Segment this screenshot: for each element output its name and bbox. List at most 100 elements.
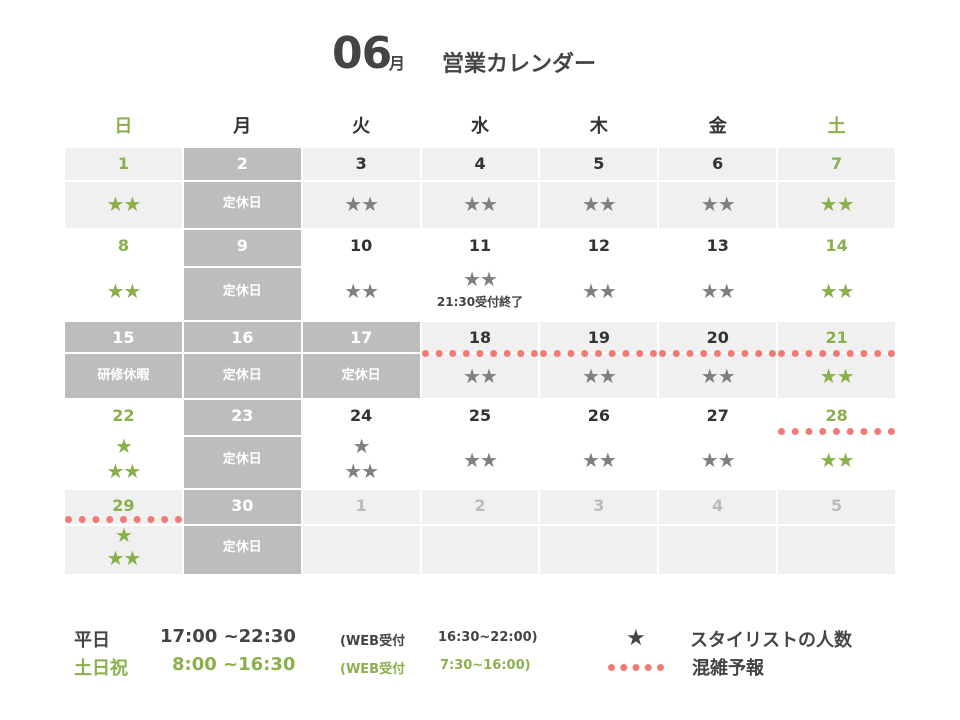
stylist-stars: ★★ (700, 191, 736, 216)
day-cell[interactable]: 7 ★★ (778, 148, 896, 228)
day-cell[interactable]: 17 定休日 (302, 322, 420, 398)
day-number: 12 (587, 236, 610, 255)
day-number: 13 (706, 236, 729, 255)
day-number: 3 (355, 154, 367, 173)
weekday-hours: 17:00 ~22:30 (160, 626, 296, 647)
busy-forecast-line (659, 350, 777, 357)
stylist-stars: ★★ (581, 363, 617, 388)
day-cell[interactable]: 16 定休日 (183, 322, 301, 398)
day-cell[interactable]: 27 ★★ (659, 400, 776, 488)
cell-divider (778, 524, 896, 526)
stylist-stars: ★★ (700, 363, 736, 388)
cell-divider (65, 352, 182, 354)
cell-divider (183, 435, 301, 437)
day-cell[interactable]: 5 ★★ (540, 148, 658, 228)
stylist-stars: ★★ (463, 448, 498, 473)
day-cell[interactable]: 2 (421, 490, 539, 574)
stylist-stars: ★★ (106, 191, 142, 216)
day-cell[interactable]: 20 ★★ (659, 322, 777, 398)
day-number: 21 (825, 328, 848, 347)
stylist-stars: ★★ (344, 191, 379, 216)
cell-divider (183, 524, 301, 526)
day-number: 5 (593, 154, 605, 173)
day-cell[interactable]: 21 ★★ (778, 322, 896, 398)
day-cell[interactable]: 28 ★★ (778, 400, 896, 488)
closed-label: 研修休暇 (97, 367, 150, 383)
stylist-stars: ★★ (344, 458, 379, 483)
day-number: 2 (236, 154, 248, 173)
calendar-grid: 日 月 火 水 木 金 土 1 ★★ 2 定休日 3 ★★ 4 ★★ 5 ★★ 6 ★★ 7 ★★ 8 ★★ 9… (64, 108, 896, 576)
legend: 平日 17:00 ~22:30 (WEB受付 16:30~22:00) 土日祝 … (74, 624, 904, 684)
day-number: 19 (587, 328, 610, 347)
weekday-mon: 月 (233, 116, 252, 137)
stylist-star-single: ★ (114, 434, 133, 459)
day-number: 30 (231, 496, 254, 515)
cell-divider (659, 524, 777, 526)
busy-forecast-line (778, 428, 896, 435)
stylist-star-single: ★ (352, 434, 371, 459)
cell-divider (421, 180, 539, 182)
day-cell[interactable]: 23 定休日 (183, 400, 301, 488)
day-cell[interactable]: 12 ★★ (540, 230, 657, 320)
day-cell[interactable]: 13 ★★ (659, 230, 776, 320)
weekend-label: 土日祝 (74, 658, 128, 679)
stylist-stars: ★★ (819, 448, 855, 473)
cell-divider (183, 266, 301, 268)
day-cell[interactable]: 11 ★★ 21:30受付終了 (422, 230, 539, 320)
cell-divider (540, 180, 658, 182)
busy-dash-icon (608, 664, 664, 671)
day-cell[interactable]: 26 ★★ (540, 400, 657, 488)
day-cell[interactable]: 15 研修休暇 (65, 322, 182, 398)
day-number: 5 (831, 496, 843, 515)
day-number: 14 (825, 236, 848, 255)
day-cell[interactable]: 18 ★★ (421, 322, 539, 398)
stylist-stars: ★★ (106, 546, 142, 571)
day-cell[interactable]: 19 ★★ (540, 322, 658, 398)
day-cell[interactable]: 10 ★★ (303, 230, 420, 320)
busy-forecast-line (65, 516, 182, 523)
closed-label: 定休日 (341, 367, 381, 383)
busy-forecast-line (778, 350, 896, 357)
day-number: 1 (355, 496, 367, 515)
day-cell[interactable]: 22 ★ ★★ (65, 400, 182, 488)
star-icon: ★ (626, 626, 646, 651)
day-cell[interactable]: 6 ★★ (659, 148, 777, 228)
busy-forecast-line (540, 350, 658, 357)
day-cell[interactable]: 9 定休日 (183, 230, 301, 320)
day-cell[interactable]: 29 ★ ★★ (65, 490, 182, 574)
week-row: 1 ★★ 2 定休日 3 ★★ 4 ★★ 5 ★★ 6 ★★ 7 ★★ (64, 148, 896, 228)
weeks-container: 1 ★★ 2 定休日 3 ★★ 4 ★★ 5 ★★ 6 ★★ 7 ★★ 8 ★★ 9 定休日 10 ★★ 11 ★★ 21:… (64, 148, 896, 574)
day-cell[interactable]: 3 (540, 490, 658, 574)
day-cell[interactable]: 5 (778, 490, 896, 574)
day-number: 2 (474, 496, 486, 515)
day-cell[interactable]: 14 ★★ (778, 230, 895, 320)
day-cell[interactable]: 24 ★ ★★ (303, 400, 420, 488)
day-number: 20 (706, 328, 729, 347)
day-number: 25 (468, 406, 492, 425)
calendar-header: 06 月 営業カレンダー (0, 28, 960, 79)
weekend-web-label: (WEB受付 (340, 662, 406, 677)
day-number: 11 (468, 236, 492, 255)
day-number: 26 (587, 406, 610, 425)
day-cell[interactable]: 30 定休日 (183, 490, 301, 574)
stylist-stars: ★★ (819, 279, 855, 304)
weekday-wed: 水 (471, 116, 489, 137)
day-number: 18 (468, 328, 492, 347)
day-cell[interactable]: 8 ★★ (65, 230, 182, 320)
day-cell[interactable]: 3 ★★ (302, 148, 420, 228)
day-cell[interactable]: 2 定休日 (183, 148, 301, 228)
day-number: 16 (231, 328, 254, 347)
day-number: 15 (112, 328, 135, 347)
day-cell[interactable]: 4 ★★ (421, 148, 539, 228)
day-cell[interactable]: 1 (302, 490, 420, 574)
reception-note: 21:30受付終了 (436, 295, 524, 309)
cell-divider (65, 180, 182, 182)
stylist-stars: ★★ (463, 363, 498, 388)
stylist-stars: ★★ (581, 279, 617, 304)
day-number: 23 (231, 406, 254, 425)
day-cell[interactable]: 4 (659, 490, 777, 574)
weekday-header-row: 日 月 火 水 木 金 土 (64, 108, 896, 148)
cell-divider (183, 180, 301, 182)
day-cell[interactable]: 1 ★★ (65, 148, 182, 228)
day-cell[interactable]: 25 ★★ (422, 400, 539, 488)
